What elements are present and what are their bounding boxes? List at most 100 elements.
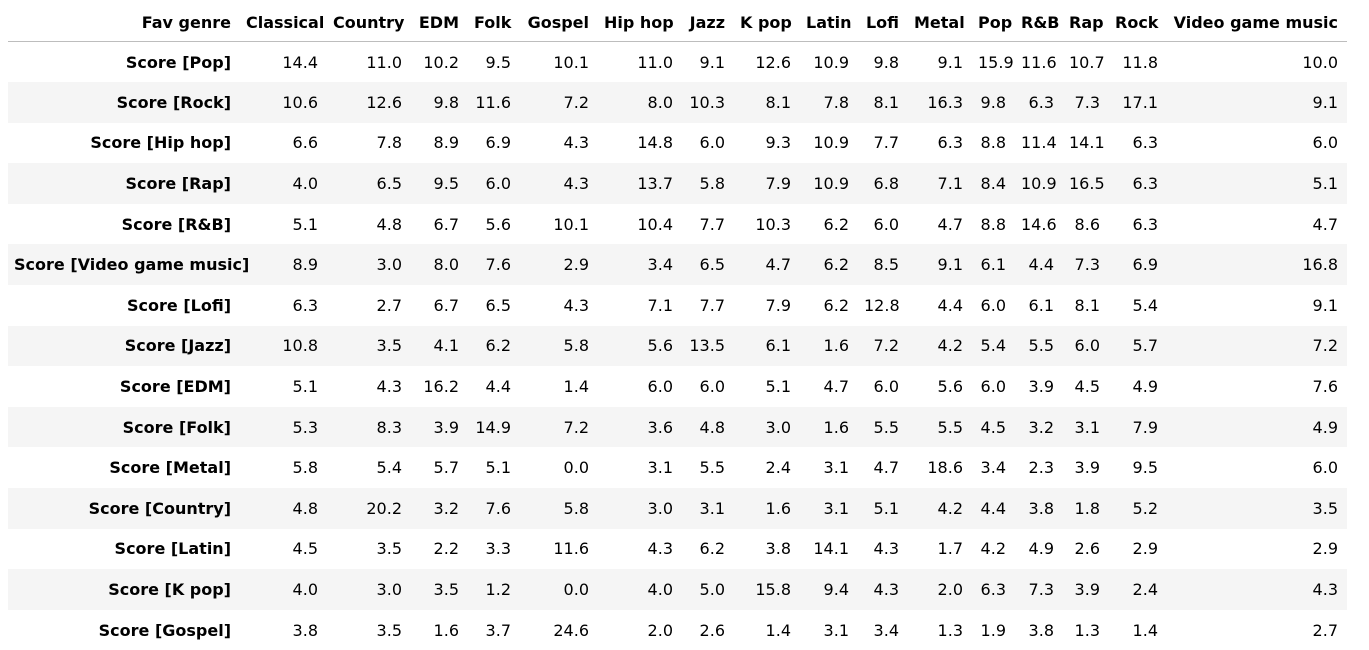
table-cell: 7.6 [468,244,520,285]
table-cell: 3.9 [1063,569,1109,610]
table-cell: 11.0 [327,42,411,83]
table-cell: 11.6 [520,529,598,570]
table-cell: 17.1 [1109,82,1167,123]
table-cell: 3.5 [411,569,468,610]
table-cell: 1.6 [734,488,800,529]
table-cell: 5.1 [734,366,800,407]
table-cell: 4.5 [1063,366,1109,407]
table-cell: 3.0 [327,569,411,610]
table-cell: 7.1 [598,285,682,326]
row-label: Score [Jazz] [8,326,240,367]
table-cell: 3.0 [598,488,682,529]
column-header: K pop [734,3,800,42]
table-cell: 16.5 [1063,163,1109,204]
table-cell: 13.7 [598,163,682,204]
table-cell: 8.3 [327,407,411,448]
table-cell: 4.2 [972,529,1015,570]
table-cell: 4.9 [1167,407,1347,448]
table-cell: 4.9 [1109,366,1167,407]
table-cell: 9.1 [1167,82,1347,123]
table-cell: 10.1 [520,42,598,83]
table-cell: 3.1 [682,488,734,529]
table-cell: 5.8 [240,447,327,488]
row-label: Score [Lofi] [8,285,240,326]
table-cell: 9.5 [468,42,520,83]
table-cell: 8.4 [972,163,1015,204]
table-cell: 2.6 [682,610,734,650]
table-cell: 10.7 [1063,42,1109,83]
table-cell: 6.0 [1167,123,1347,164]
table-cell: 6.1 [734,326,800,367]
table-cell: 12.8 [858,285,908,326]
table-cell: 4.7 [1167,204,1347,245]
table-cell: 6.1 [972,244,1015,285]
table-cell: 7.8 [800,82,858,123]
column-header: EDM [411,3,468,42]
table-cell: 6.3 [1109,163,1167,204]
table-cell: 3.3 [468,529,520,570]
row-label: Score [Rap] [8,163,240,204]
table-cell: 14.6 [1015,204,1063,245]
table-cell: 11.6 [1015,42,1063,83]
table-cell: 10.3 [682,82,734,123]
table-cell: 11.8 [1109,42,1167,83]
table-cell: 3.8 [1015,610,1063,650]
table-cell: 3.9 [1063,447,1109,488]
column-header: Pop [972,3,1015,42]
table-cell: 6.7 [411,204,468,245]
table-cell: 6.0 [1063,326,1109,367]
row-label: Score [Pop] [8,42,240,83]
table-cell: 14.9 [468,407,520,448]
table-cell: 16.8 [1167,244,1347,285]
column-header: Country [327,3,411,42]
table-cell: 7.2 [520,407,598,448]
table-cell: 6.2 [800,204,858,245]
table-cell: 7.3 [1015,569,1063,610]
table-cell: 6.8 [858,163,908,204]
table-cell: 5.1 [240,204,327,245]
table-cell: 6.3 [1109,123,1167,164]
table-cell: 2.7 [327,285,411,326]
table-cell: 6.0 [858,366,908,407]
table-cell: 3.8 [1015,488,1063,529]
column-header: Rap [1063,3,1109,42]
table-cell: 7.3 [1063,82,1109,123]
table-cell: 3.0 [734,407,800,448]
table-cell: 4.2 [908,488,972,529]
table-cell: 4.3 [1167,569,1347,610]
table-cell: 6.3 [1015,82,1063,123]
table-cell: 4.8 [682,407,734,448]
table-cell: 11.0 [598,42,682,83]
table-cell: 11.4 [1015,123,1063,164]
table-cell: 4.1 [411,326,468,367]
table-cell: 2.4 [1109,569,1167,610]
table-cell: 6.0 [858,204,908,245]
table-cell: 14.4 [240,42,327,83]
table-cell: 4.9 [1015,529,1063,570]
table-cell: 0.0 [520,447,598,488]
table-cell: 9.5 [411,163,468,204]
table-cell: 1.6 [411,610,468,650]
row-label: Score [Metal] [8,447,240,488]
table-cell: 1.3 [908,610,972,650]
table-cell: 5.7 [1109,326,1167,367]
table-cell: 8.8 [972,204,1015,245]
table-cell: 8.0 [598,82,682,123]
table-cell: 4.3 [598,529,682,570]
row-label: Score [Gospel] [8,610,240,650]
table-cell: 8.1 [1063,285,1109,326]
table-cell: 8.6 [1063,204,1109,245]
table-cell: 10.1 [520,204,598,245]
table-cell: 24.6 [520,610,598,650]
table-cell: 6.9 [1109,244,1167,285]
table-cell: 4.5 [972,407,1015,448]
table-cell: 2.7 [1167,610,1347,650]
table-cell: 7.8 [327,123,411,164]
table-cell: 3.1 [1063,407,1109,448]
